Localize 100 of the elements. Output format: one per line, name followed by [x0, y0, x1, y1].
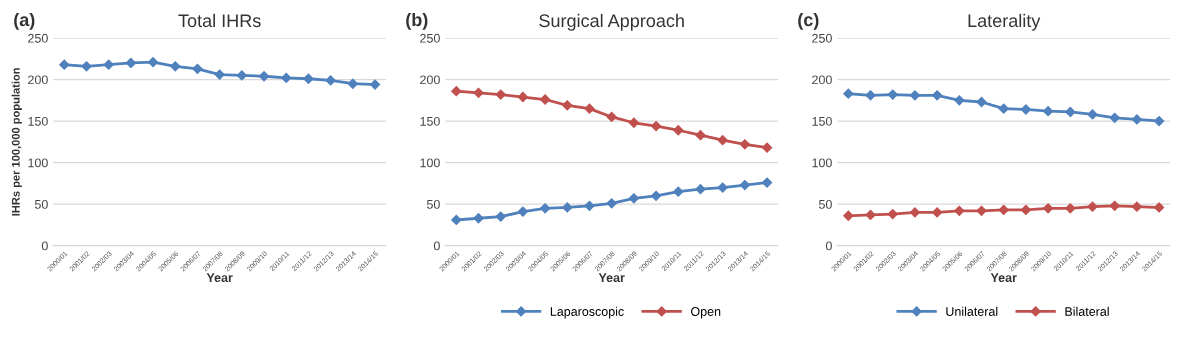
point: [717, 135, 728, 146]
point: [258, 71, 270, 82]
legend-label: Bilateral: [1065, 306, 1109, 316]
point: [451, 86, 462, 97]
point: [1065, 106, 1076, 118]
point: [650, 120, 662, 132]
text: (b): [406, 12, 428, 30]
y-tick-label: 0: [825, 241, 832, 251]
y-axis-title: IHRs per 100,000 population: [11, 68, 22, 216]
point: [1109, 200, 1120, 211]
y-tick-label: 250: [420, 33, 440, 43]
chart-title: Surgical Approach: [539, 13, 684, 31]
point: [347, 78, 358, 89]
point: [451, 214, 462, 226]
point: [932, 90, 943, 101]
point: [236, 70, 247, 81]
point: [1131, 114, 1143, 125]
y-tick-label: 250: [28, 33, 48, 43]
y-tick-label: 50: [818, 199, 832, 209]
point: [628, 117, 639, 128]
point: [1020, 204, 1032, 216]
point: [1042, 203, 1054, 214]
point: [1087, 201, 1098, 212]
point: [865, 90, 876, 101]
legend-label: Laparoscopic: [550, 306, 624, 319]
point: [539, 203, 551, 214]
point: [976, 205, 987, 216]
point: [517, 206, 529, 217]
point: [761, 142, 773, 153]
point: [495, 211, 506, 222]
point: [281, 72, 292, 84]
point: [673, 186, 684, 197]
y-tick-label: 50: [426, 199, 440, 209]
point: [998, 204, 1009, 216]
point: [103, 59, 114, 70]
point: [214, 69, 225, 80]
y-tick-label: 150: [812, 116, 832, 126]
point: [1042, 106, 1054, 117]
point: [1065, 203, 1076, 214]
point: [1087, 109, 1098, 120]
y-tick-label: 150: [420, 116, 440, 126]
legend-label: Open: [691, 307, 721, 319]
point: [695, 130, 706, 141]
chart-title: Laterality: [968, 13, 1041, 31]
point: [584, 103, 595, 114]
point: [695, 184, 706, 195]
y-tick-label: 250: [812, 33, 832, 43]
point: [717, 182, 728, 193]
point: [628, 193, 639, 204]
point: [954, 95, 965, 106]
point: [932, 207, 943, 218]
point: [473, 213, 484, 224]
chart-title: Total IHRs: [178, 13, 261, 28]
point: [303, 73, 314, 84]
point: [325, 75, 336, 86]
point: [584, 200, 595, 211]
point: [170, 61, 181, 72]
y-tick-label: 0: [41, 241, 48, 251]
point: [1131, 201, 1143, 212]
y-tick-label: 100: [420, 158, 440, 168]
point: [739, 179, 750, 191]
point: [998, 103, 1009, 114]
point: [1020, 104, 1032, 115]
point: [562, 202, 573, 213]
point: [887, 89, 898, 100]
point: [1153, 115, 1165, 127]
point: [887, 208, 898, 220]
text: (a): [14, 12, 35, 30]
x-axis-title: Year: [990, 273, 1017, 283]
point: [147, 57, 159, 68]
point: [125, 57, 136, 69]
point: [495, 89, 506, 100]
y-tick-label: 150: [28, 116, 48, 126]
point: [739, 139, 750, 150]
point: [1153, 202, 1165, 213]
point: [843, 88, 854, 99]
point: [517, 91, 529, 103]
point: [562, 100, 573, 111]
x-axis-title: Year: [206, 273, 233, 283]
point: [81, 61, 92, 72]
y-tick-label: 200: [812, 75, 832, 85]
point: [192, 63, 203, 74]
legend-label: Unilateral: [946, 306, 998, 316]
point: [954, 205, 965, 216]
point: [650, 190, 662, 201]
point: [909, 90, 921, 101]
point: [673, 125, 684, 136]
point: [606, 198, 617, 209]
point: [1109, 112, 1120, 123]
y-tick-label: 100: [812, 158, 832, 168]
point: [606, 111, 617, 123]
y-tick-label: 200: [420, 75, 440, 85]
y-tick-label: 50: [34, 199, 48, 209]
y-tick-label: 200: [28, 75, 48, 85]
point: [539, 94, 551, 105]
point: [865, 209, 876, 221]
y-tick-label: 0: [433, 241, 440, 251]
point: [59, 59, 70, 70]
point: [473, 87, 484, 98]
y-tick-label: 100: [28, 158, 48, 168]
